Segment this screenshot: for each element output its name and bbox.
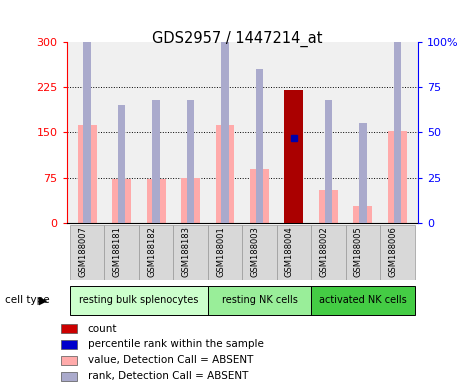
Bar xyxy=(84,6,91,223)
Text: count: count xyxy=(87,324,117,334)
Text: GSM188005: GSM188005 xyxy=(354,226,363,277)
Text: GSM188181: GSM188181 xyxy=(113,226,122,277)
Bar xyxy=(277,225,311,280)
Bar xyxy=(208,225,242,280)
Text: GSM188006: GSM188006 xyxy=(389,226,397,277)
Bar xyxy=(139,225,173,280)
Text: cell type: cell type xyxy=(5,295,49,305)
Text: resting bulk splenocytes: resting bulk splenocytes xyxy=(79,295,199,305)
Bar xyxy=(104,225,139,280)
Text: ▶: ▶ xyxy=(38,295,47,305)
Bar xyxy=(285,90,304,223)
Bar xyxy=(152,100,160,223)
Bar xyxy=(61,372,77,381)
Text: rank, Detection Call = ABSENT: rank, Detection Call = ABSENT xyxy=(87,371,248,381)
Bar xyxy=(380,225,415,280)
Text: GDS2957 / 1447214_at: GDS2957 / 1447214_at xyxy=(152,31,323,47)
Bar xyxy=(173,225,208,280)
Bar xyxy=(78,125,96,223)
Bar xyxy=(187,100,194,223)
Text: GSM188003: GSM188003 xyxy=(250,226,259,277)
Bar xyxy=(118,106,125,223)
Bar xyxy=(324,100,332,223)
Bar xyxy=(147,179,166,223)
Text: percentile rank within the sample: percentile rank within the sample xyxy=(87,339,264,349)
Text: GSM188183: GSM188183 xyxy=(181,226,190,277)
Text: GSM188001: GSM188001 xyxy=(216,226,225,277)
Bar xyxy=(61,356,77,365)
Bar xyxy=(311,286,415,315)
Bar xyxy=(256,70,263,223)
Text: GSM188004: GSM188004 xyxy=(285,226,294,277)
Bar xyxy=(61,340,77,349)
Bar xyxy=(388,131,407,223)
Bar xyxy=(208,286,311,315)
Text: GSM188007: GSM188007 xyxy=(78,226,87,277)
Text: activated NK cells: activated NK cells xyxy=(319,295,407,305)
Bar xyxy=(346,225,380,280)
Bar xyxy=(353,206,372,223)
Bar xyxy=(181,177,200,223)
Bar xyxy=(311,225,346,280)
Bar xyxy=(242,225,277,280)
Bar xyxy=(221,6,229,223)
Text: value, Detection Call = ABSENT: value, Detection Call = ABSENT xyxy=(87,355,253,365)
Bar xyxy=(359,124,367,223)
Bar xyxy=(319,190,338,223)
Bar xyxy=(393,0,401,223)
Bar xyxy=(216,125,235,223)
Text: GSM188182: GSM188182 xyxy=(147,226,156,277)
Text: GSM188002: GSM188002 xyxy=(319,226,328,277)
Bar xyxy=(112,179,131,223)
Text: resting NK cells: resting NK cells xyxy=(221,295,297,305)
Bar xyxy=(250,169,269,223)
Bar xyxy=(61,324,77,333)
Bar xyxy=(70,225,104,280)
Bar xyxy=(70,286,208,315)
